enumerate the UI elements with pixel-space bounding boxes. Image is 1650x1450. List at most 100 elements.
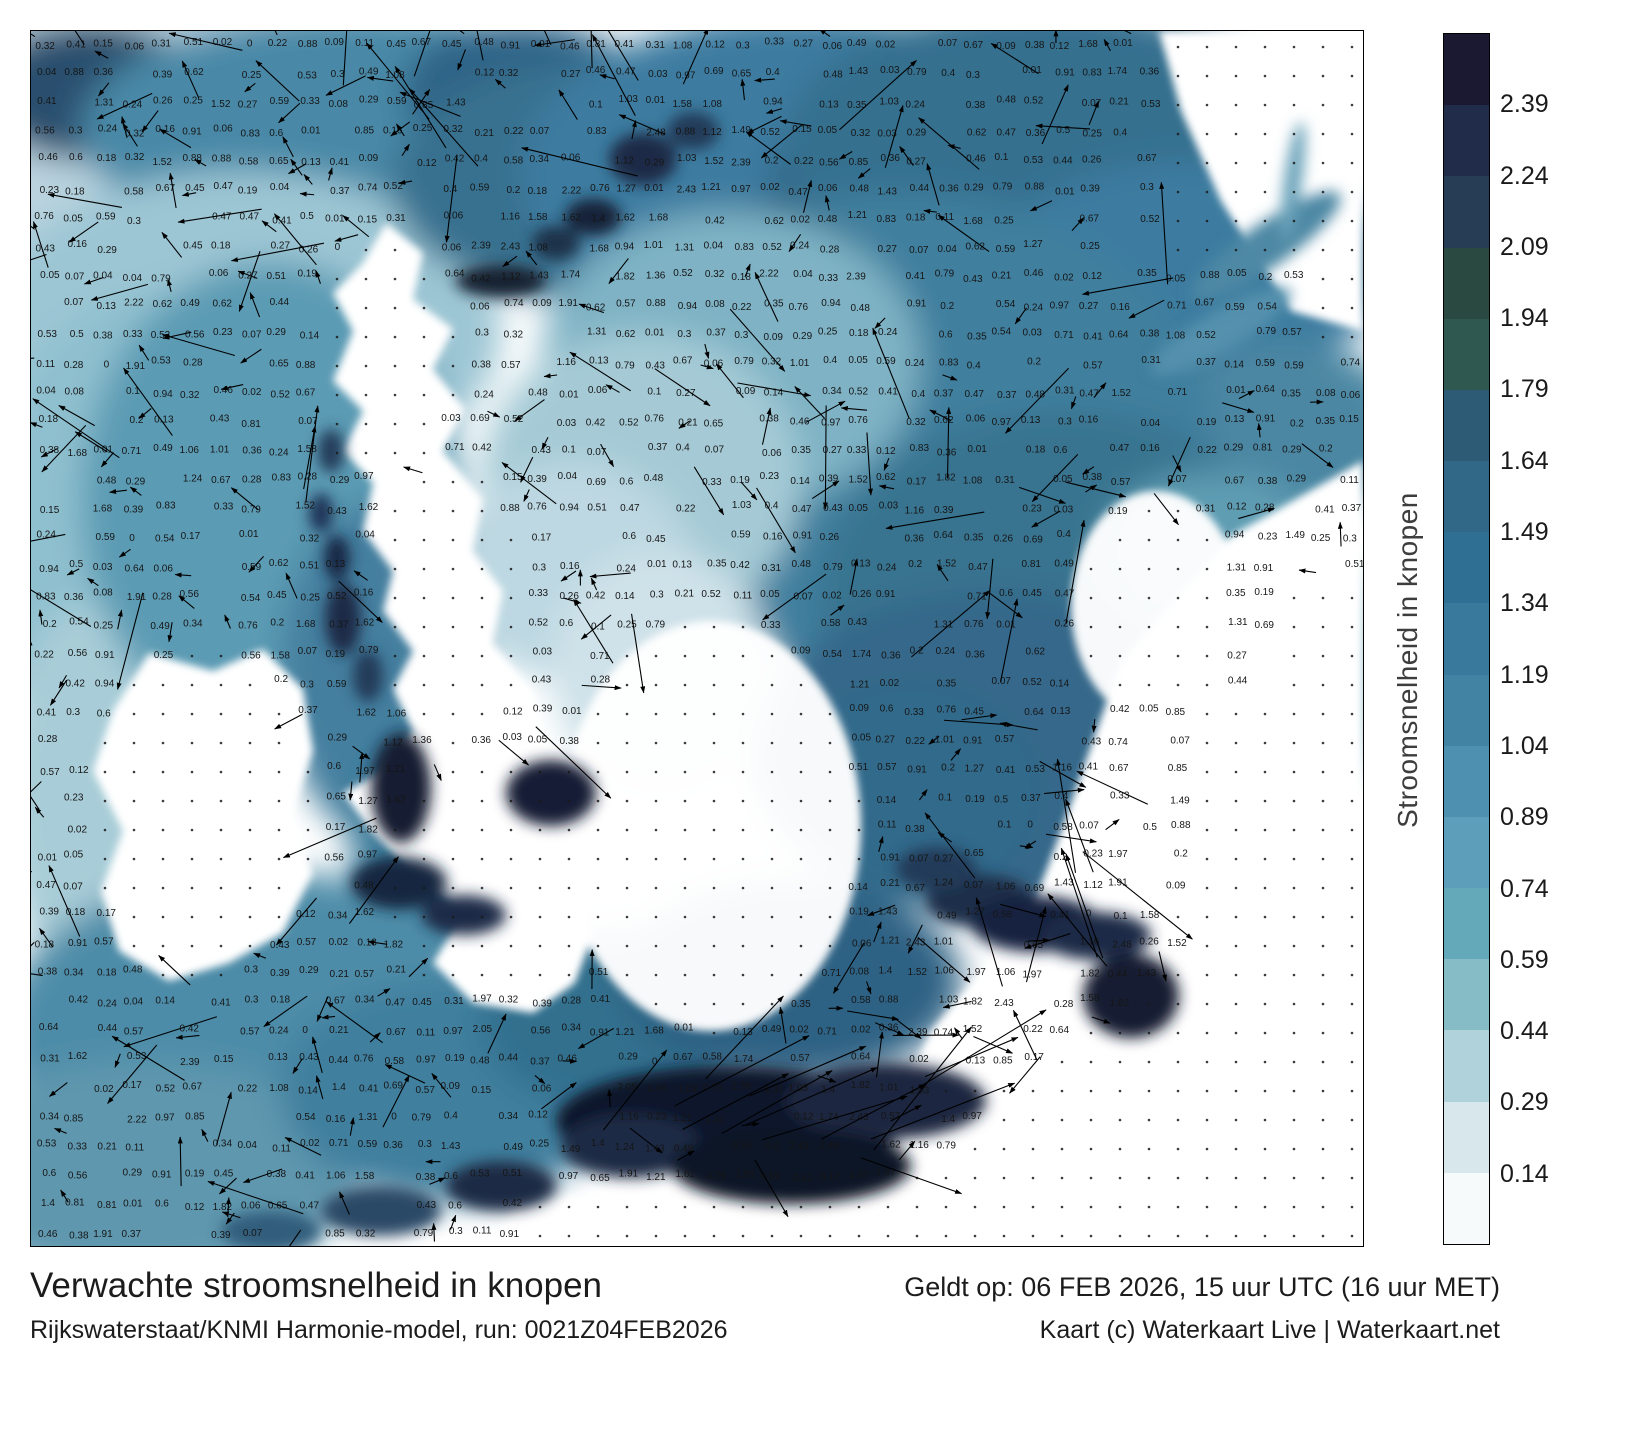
svg-text:1.21: 1.21 xyxy=(646,1172,666,1183)
svg-text:0.64: 0.64 xyxy=(1050,1025,1070,1036)
svg-text:0.12: 0.12 xyxy=(528,1110,548,1121)
svg-text:1.31: 1.31 xyxy=(358,1112,378,1123)
svg-text:0.32: 0.32 xyxy=(499,68,519,79)
svg-text:1.08: 1.08 xyxy=(673,40,693,51)
svg-text:0.03: 0.03 xyxy=(533,647,553,658)
svg-text:0.67: 0.67 xyxy=(386,1027,406,1038)
svg-text:1.06: 1.06 xyxy=(996,881,1016,892)
svg-text:0.32: 0.32 xyxy=(504,329,524,340)
svg-text:0.88: 0.88 xyxy=(1025,182,1045,193)
svg-text:0.94: 0.94 xyxy=(615,242,635,253)
colorbar-band xyxy=(1444,1101,1489,1173)
svg-text:0.38: 0.38 xyxy=(1083,472,1103,483)
svg-text:0.65: 0.65 xyxy=(269,156,289,167)
svg-text:0.46: 0.46 xyxy=(966,153,986,164)
svg-text:0.25: 0.25 xyxy=(242,70,262,81)
svg-text:0.57: 0.57 xyxy=(501,360,521,371)
svg-text:1.49: 1.49 xyxy=(731,125,751,136)
svg-text:0.46: 0.46 xyxy=(38,1229,58,1240)
svg-text:0.31: 0.31 xyxy=(1055,386,1075,397)
svg-text:0.22: 0.22 xyxy=(732,302,752,313)
svg-text:2.22: 2.22 xyxy=(759,268,779,279)
svg-text:1.21: 1.21 xyxy=(673,1113,693,1124)
svg-text:1.01: 1.01 xyxy=(879,1083,899,1094)
svg-text:1.03: 1.03 xyxy=(910,1086,930,1097)
svg-text:1.08: 1.08 xyxy=(703,99,723,110)
svg-text:0.35: 0.35 xyxy=(791,999,811,1010)
svg-text:0.79: 0.79 xyxy=(823,562,843,573)
svg-text:0.28: 0.28 xyxy=(183,358,203,369)
svg-text:0.04: 0.04 xyxy=(704,241,724,252)
svg-text:1.97: 1.97 xyxy=(355,766,375,777)
svg-text:1.68: 1.68 xyxy=(68,448,88,459)
svg-text:2.39: 2.39 xyxy=(180,1057,200,1068)
svg-text:0.07: 0.07 xyxy=(793,591,813,602)
svg-text:0.27: 0.27 xyxy=(271,240,291,251)
svg-text:0.49: 0.49 xyxy=(503,1142,523,1153)
svg-text:1.68: 1.68 xyxy=(649,212,669,223)
svg-text:1.97: 1.97 xyxy=(1022,969,1042,980)
svg-text:0.11: 0.11 xyxy=(272,1144,291,1155)
svg-text:0.15: 0.15 xyxy=(93,39,113,50)
svg-text:0.06: 0.06 xyxy=(704,358,724,369)
svg-text:0.54: 0.54 xyxy=(1257,301,1277,312)
svg-text:0.71: 0.71 xyxy=(1054,330,1074,341)
svg-text:0.23: 0.23 xyxy=(760,471,780,482)
svg-text:0.14: 0.14 xyxy=(848,882,868,893)
svg-text:0.45: 0.45 xyxy=(214,1168,234,1179)
svg-text:0.31: 0.31 xyxy=(1196,504,1216,515)
svg-text:0.94: 0.94 xyxy=(39,564,59,575)
svg-text:0.65: 0.65 xyxy=(590,1173,610,1184)
svg-text:0.37: 0.37 xyxy=(329,620,349,631)
svg-text:0.62: 0.62 xyxy=(269,558,289,569)
svg-text:0.81: 0.81 xyxy=(1253,442,1273,453)
svg-text:0.24: 0.24 xyxy=(36,529,56,540)
svg-text:0.71: 0.71 xyxy=(817,1027,837,1038)
svg-text:0.48: 0.48 xyxy=(123,965,143,976)
svg-text:0.06: 0.06 xyxy=(852,939,872,950)
svg-text:0.29: 0.29 xyxy=(964,183,984,194)
svg-text:0.39: 0.39 xyxy=(153,69,173,80)
svg-text:0.33: 0.33 xyxy=(765,37,785,48)
svg-text:0.13: 0.13 xyxy=(326,559,346,570)
svg-text:1.31: 1.31 xyxy=(1228,617,1248,628)
svg-text:0.01: 0.01 xyxy=(645,328,665,339)
svg-text:1.03: 1.03 xyxy=(788,1083,808,1094)
svg-text:0.59: 0.59 xyxy=(270,96,290,107)
svg-text:0: 0 xyxy=(1086,909,1092,920)
svg-text:0.14: 0.14 xyxy=(764,388,784,399)
svg-text:0.28: 0.28 xyxy=(820,244,840,255)
svg-text:0.08: 0.08 xyxy=(65,386,85,397)
svg-text:0.38: 0.38 xyxy=(416,1172,436,1183)
svg-text:0.05: 0.05 xyxy=(528,735,548,746)
svg-text:0.94: 0.94 xyxy=(763,96,783,107)
svg-text:0.41: 0.41 xyxy=(878,387,898,398)
svg-text:0.04: 0.04 xyxy=(123,273,143,284)
svg-text:0.25: 0.25 xyxy=(183,95,203,106)
svg-text:0.22: 0.22 xyxy=(1197,445,1217,456)
svg-text:0.2: 0.2 xyxy=(765,155,779,166)
svg-text:0.09: 0.09 xyxy=(359,153,379,164)
svg-text:0.46: 0.46 xyxy=(790,416,810,427)
colorbar-band xyxy=(1444,674,1489,746)
svg-text:0.07: 0.07 xyxy=(65,271,85,282)
svg-text:1.62: 1.62 xyxy=(355,618,375,629)
svg-text:0.21: 0.21 xyxy=(1109,97,1129,108)
svg-text:0.3: 0.3 xyxy=(475,328,489,339)
svg-text:0.6: 0.6 xyxy=(69,152,83,163)
svg-text:0.41: 0.41 xyxy=(37,96,57,107)
svg-text:0.4: 0.4 xyxy=(443,184,457,195)
svg-text:0.47: 0.47 xyxy=(965,389,985,400)
svg-text:0.24: 0.24 xyxy=(1024,303,1044,314)
svg-text:0.1: 0.1 xyxy=(126,386,140,397)
svg-text:1.43: 1.43 xyxy=(878,907,898,918)
svg-text:1.21: 1.21 xyxy=(850,680,870,691)
svg-text:2.05: 2.05 xyxy=(473,1024,493,1035)
svg-text:0.83: 0.83 xyxy=(272,472,292,483)
svg-text:0.37: 0.37 xyxy=(122,1229,142,1240)
svg-text:0.1: 0.1 xyxy=(589,99,603,110)
svg-text:0.39: 0.39 xyxy=(532,998,552,1009)
svg-text:0.19: 0.19 xyxy=(185,1168,205,1179)
svg-text:0.07: 0.07 xyxy=(991,676,1011,687)
svg-text:1.91: 1.91 xyxy=(93,1229,113,1240)
